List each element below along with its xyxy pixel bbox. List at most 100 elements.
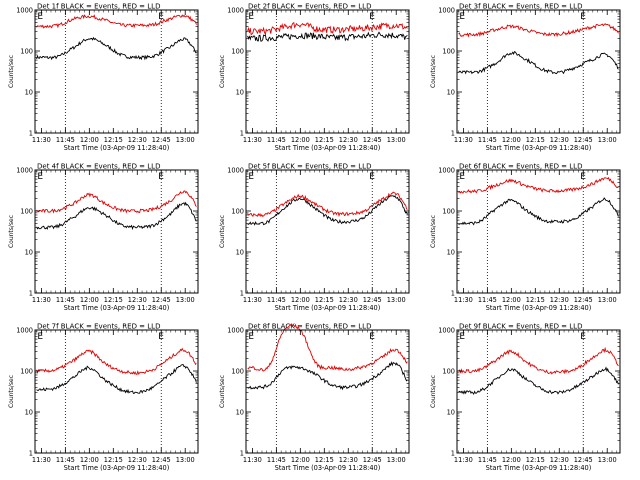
x-tick-label: 12:30	[128, 296, 147, 304]
plot-frame	[245, 329, 410, 454]
y-tick-label: 100	[442, 367, 455, 375]
plot-frame	[34, 329, 199, 454]
x-tick-label: 11:45	[267, 136, 286, 144]
x-axis-label: Start Time (03-Apr-09 11:28:40)	[64, 464, 170, 472]
x-tick-label: 12:30	[550, 136, 569, 144]
y-tick-label: 1000	[227, 166, 244, 174]
event-marker-label: E	[369, 332, 375, 342]
event-marker-label: E	[158, 172, 164, 182]
lld-series-line	[36, 347, 197, 375]
x-tick-label: 11:30	[454, 296, 473, 304]
y-tick-label: 100	[20, 367, 33, 375]
x-axis-label: Start Time (03-Apr-09 11:28:40)	[486, 144, 592, 152]
y-tick-label: 1	[29, 289, 33, 297]
x-tick-label: 11:45	[267, 296, 286, 304]
x-tick-label: 13:00	[598, 136, 617, 144]
plot-frame	[34, 169, 199, 294]
y-tick-label: 10	[236, 88, 244, 96]
y-axis-label: Counts/sec	[219, 215, 226, 248]
event-marker-label: E	[580, 12, 586, 22]
x-tick-label: 12:45	[574, 456, 593, 464]
plot-frame	[456, 169, 621, 294]
x-tick-label: 11:45	[478, 456, 497, 464]
event-marker-label: E	[37, 12, 43, 22]
y-tick-label: 1	[451, 449, 455, 457]
event-marker-label: E	[459, 172, 465, 182]
panel-title: Det 9f BLACK = Events, RED = LLD	[459, 323, 582, 331]
x-tick-label: 12:45	[152, 296, 171, 304]
plot-frame	[245, 169, 410, 294]
x-tick-label: 12:30	[550, 456, 569, 464]
y-tick-label: 1000	[438, 6, 455, 14]
events-series-line	[36, 201, 197, 231]
x-tick-label: 11:30	[32, 296, 51, 304]
x-tick-label: 12:00	[80, 296, 99, 304]
y-axis-label: Counts/sec	[8, 215, 15, 248]
lld-series-line	[247, 323, 408, 372]
y-tick-label: 10	[447, 408, 455, 416]
x-tick-label: 12:00	[502, 296, 521, 304]
y-axis-label: Counts/sec	[219, 375, 226, 408]
x-tick-label: 11:45	[267, 456, 286, 464]
y-axis-label: Counts/sec	[8, 375, 15, 408]
y-tick-label: 100	[20, 47, 33, 55]
y-tick-label: 100	[231, 367, 244, 375]
x-tick-label: 11:30	[454, 456, 473, 464]
event-marker-label: E	[580, 332, 586, 342]
x-tick-label: 13:00	[387, 456, 406, 464]
x-tick-label: 12:30	[339, 456, 358, 464]
x-tick-label: 12:15	[104, 136, 123, 144]
x-tick-label: 11:30	[454, 136, 473, 144]
y-axis-label: Counts/sec	[430, 375, 437, 408]
events-series-line	[458, 197, 619, 226]
y-tick-label: 1000	[16, 166, 33, 174]
plot-frame	[456, 9, 621, 134]
plot-frame	[456, 329, 621, 454]
x-tick-label: 12:30	[550, 296, 569, 304]
lld-series-line	[36, 14, 197, 29]
y-tick-label: 1000	[16, 326, 33, 334]
panel-title: Det 2f BLACK = Events, RED = LLD	[248, 3, 371, 11]
lld-series-line	[458, 23, 619, 38]
event-marker-label: E	[459, 332, 465, 342]
x-axis-label: Start Time (03-Apr-09 11:28:40)	[275, 464, 381, 472]
panel-title: Det 4f BLACK = Events, RED = LLD	[37, 163, 160, 171]
y-tick-label: 10	[25, 408, 33, 416]
event-marker-label: E	[248, 172, 254, 182]
lld-series-line	[247, 191, 408, 218]
event-marker-label: E	[37, 172, 43, 182]
x-tick-label: 11:45	[478, 296, 497, 304]
x-tick-label: 12:45	[363, 136, 382, 144]
x-tick-label: 13:00	[176, 136, 195, 144]
panel-title: Det 1f BLACK = Events, RED = LLD	[37, 3, 160, 11]
panel-title: Det 5f BLACK = Events, RED = LLD	[248, 163, 371, 171]
x-tick-label: 11:45	[56, 296, 75, 304]
x-tick-label: 12:15	[526, 296, 545, 304]
x-tick-label: 13:00	[176, 296, 195, 304]
plot-frame	[245, 9, 410, 134]
x-tick-label: 13:00	[598, 456, 617, 464]
x-tick-label: 12:30	[128, 456, 147, 464]
x-tick-label: 12:30	[128, 136, 147, 144]
x-tick-label: 12:45	[363, 296, 382, 304]
x-tick-label: 12:00	[80, 136, 99, 144]
y-tick-label: 10	[25, 88, 33, 96]
y-tick-label: 100	[231, 47, 244, 55]
x-tick-label: 11:30	[243, 136, 262, 144]
event-marker-label: E	[37, 332, 43, 342]
lld-series-line	[36, 190, 197, 214]
x-tick-label: 12:00	[291, 456, 310, 464]
x-tick-label: 12:30	[339, 136, 358, 144]
y-tick-label: 100	[442, 47, 455, 55]
panel-title: Det 8f BLACK = Events, RED = LLD	[248, 323, 371, 331]
x-tick-label: 13:00	[598, 296, 617, 304]
x-tick-label: 11:30	[243, 456, 262, 464]
x-tick-label: 12:00	[291, 136, 310, 144]
x-tick-label: 12:45	[574, 296, 593, 304]
x-tick-label: 12:45	[152, 456, 171, 464]
